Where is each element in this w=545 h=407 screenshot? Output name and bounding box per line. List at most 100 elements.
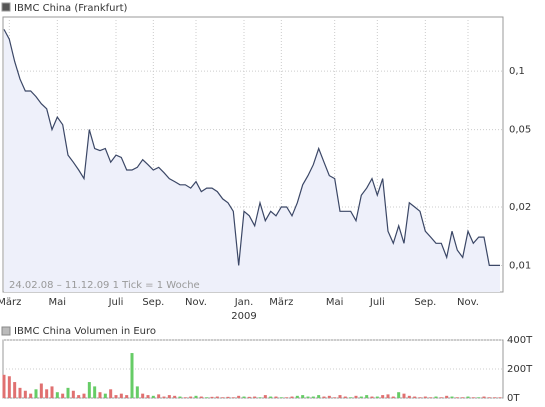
volume-bar	[29, 393, 33, 398]
volume-bar	[215, 396, 219, 398]
volume-bar	[258, 397, 262, 398]
annotation: 24.02.08 – 11.12.09 1 Tick = 1 Woche	[9, 280, 200, 291]
volume-title: IBMC China Volumen in Euro	[14, 326, 156, 337]
x-tick-label: März	[0, 297, 21, 308]
x-tick-label: Sep.	[414, 297, 436, 308]
volume-bar	[263, 395, 267, 398]
x-year-label: 2009	[231, 311, 256, 322]
volume-bar	[322, 396, 326, 398]
volume-bar	[114, 395, 118, 398]
volume-bar	[61, 393, 65, 398]
volume-bar	[418, 397, 422, 398]
volume-bar	[274, 396, 278, 398]
volume-bar	[71, 390, 75, 398]
volume-bar	[461, 397, 465, 398]
volume-bar	[450, 396, 454, 398]
volume-bar	[455, 397, 459, 398]
volume-bar	[247, 396, 251, 398]
volume-bar	[242, 396, 246, 398]
volume-bar	[333, 397, 337, 398]
volume-bar	[487, 397, 491, 398]
volume-bar	[391, 396, 395, 398]
volume-bar	[141, 393, 145, 398]
volume-bar	[77, 395, 81, 398]
volume-bar	[13, 382, 17, 398]
volume-bar	[55, 392, 59, 398]
volume-bar	[173, 395, 177, 398]
volume-bar	[119, 393, 123, 398]
volume-bar	[103, 393, 107, 398]
volume-bar	[189, 396, 193, 398]
volume-bar	[199, 396, 203, 398]
volume-bar	[125, 395, 129, 398]
volume-bar	[130, 353, 134, 398]
volume-bar	[66, 387, 70, 398]
x-tick-label: Juli	[108, 297, 124, 308]
volume-bar	[482, 396, 486, 398]
volume-bar	[210, 396, 214, 398]
volume-bar	[493, 397, 497, 398]
volume-bar	[285, 397, 289, 398]
volume-bar	[253, 396, 257, 398]
volume-bar	[317, 395, 321, 398]
volume-bar	[82, 393, 86, 398]
volume-bar	[343, 396, 347, 398]
volume-bar	[365, 395, 369, 398]
volume-bar	[477, 397, 481, 398]
volume-bar	[338, 395, 342, 398]
volume-bar	[279, 397, 283, 398]
volume-bar	[18, 387, 22, 398]
volume-bar	[178, 396, 182, 398]
volume-bar	[327, 395, 331, 398]
price-line	[3, 29, 500, 266]
y-tick-label: 0,05	[509, 125, 531, 136]
volume-bar	[381, 395, 385, 398]
volume-bar	[439, 397, 443, 398]
volume-bar	[471, 397, 475, 398]
volume-bar	[2, 374, 6, 398]
y-tick-label: 400T	[507, 335, 533, 346]
volume-bar	[237, 395, 241, 398]
volume-bar	[269, 396, 273, 398]
volume-bar	[151, 395, 155, 398]
volume-bar	[402, 393, 406, 398]
x-tick-label: März	[269, 297, 293, 308]
y-tick-label: 200T	[507, 364, 533, 375]
y-tick-label: 0,1	[509, 66, 525, 77]
volume-bar	[23, 390, 27, 398]
x-tick-label: Mai	[49, 297, 67, 308]
volume-bar	[45, 389, 49, 398]
x-tick-label: Mai	[326, 297, 344, 308]
volume-bar	[221, 397, 225, 398]
volume-bar	[445, 395, 449, 398]
volume-bar	[7, 376, 11, 398]
volume-bar	[87, 382, 91, 398]
volume-bar	[290, 396, 294, 398]
volume-bar	[157, 394, 161, 398]
volume-bar	[109, 389, 113, 398]
volume-bar	[295, 395, 299, 398]
volume-bar	[205, 397, 209, 398]
x-tick-label: Nov.	[185, 297, 207, 308]
y-tick-label: 0,01	[509, 260, 531, 271]
volume-bar	[167, 395, 171, 398]
volume-bar	[194, 395, 198, 398]
chart-title: IBMC China (Frankfurt)	[14, 3, 128, 14]
volume-bar	[370, 396, 374, 398]
volume-bar	[349, 397, 353, 398]
volume-bar	[466, 396, 470, 398]
volume-bar	[359, 396, 363, 398]
volume-bar	[311, 396, 315, 398]
volume-bar	[413, 396, 417, 398]
volume-bar	[498, 397, 502, 398]
x-tick-label: Nov.	[457, 297, 479, 308]
x-tick-label: Sep.	[142, 297, 164, 308]
volume-bar	[135, 386, 139, 398]
volume-bar	[98, 392, 102, 398]
volume-bar	[434, 396, 438, 398]
volume-bar	[183, 397, 187, 398]
x-tick-label: Juli	[369, 297, 385, 308]
area	[4, 29, 500, 293]
volume-bar	[50, 386, 54, 398]
